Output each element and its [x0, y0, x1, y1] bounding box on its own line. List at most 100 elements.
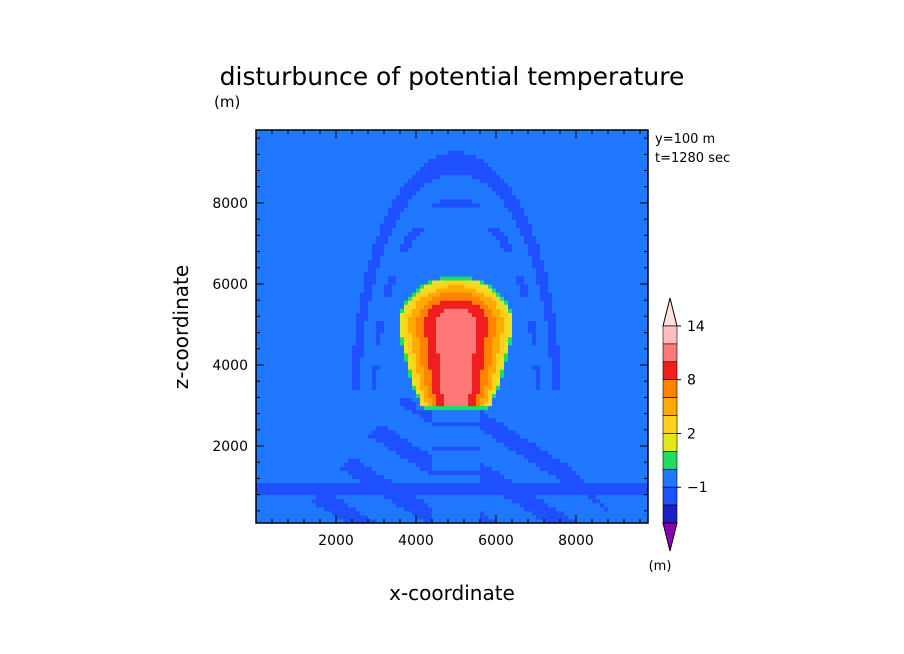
- field-cell: [516, 219, 529, 224]
- field-cell: [532, 227, 648, 232]
- field-cell: [520, 227, 533, 232]
- field-cell: [420, 288, 425, 293]
- field-cell: [492, 397, 648, 403]
- field-cell: [504, 344, 509, 350]
- field-cell: [424, 369, 433, 374]
- x-tick-label: 8000: [558, 533, 594, 549]
- field-cell: [484, 360, 493, 366]
- field-cell: [256, 470, 349, 475]
- field-cell: [256, 223, 381, 228]
- field-cell: [360, 478, 393, 484]
- field-cell: [496, 304, 505, 309]
- field-cell: [404, 235, 417, 240]
- field-cell: [484, 393, 489, 399]
- field-cell: [492, 340, 501, 346]
- field-cell: [352, 377, 361, 382]
- field-cell: [412, 385, 417, 390]
- field-cell: [552, 308, 648, 313]
- field-cell: [496, 364, 501, 370]
- field-cell: [256, 134, 648, 139]
- field-cell: [352, 356, 361, 362]
- field-cell: [420, 352, 429, 358]
- field-cell: [508, 446, 541, 451]
- field-cell: [368, 433, 401, 439]
- field-cell: [372, 251, 385, 257]
- field-cell: [468, 393, 477, 399]
- field-cell: [492, 312, 501, 317]
- field-cell: [380, 364, 409, 370]
- field-cell: [256, 263, 369, 269]
- field-cell: [476, 393, 485, 399]
- field-cell: [516, 450, 549, 455]
- field-cell: [372, 255, 381, 261]
- field-cell: [408, 320, 417, 326]
- field-cell: [372, 466, 421, 471]
- field-cell: [376, 267, 537, 273]
- field-cell: [368, 259, 381, 265]
- field-cell: [508, 352, 549, 358]
- field-cell: [480, 397, 489, 403]
- field-cell: [404, 336, 413, 342]
- field-cell: [436, 316, 477, 322]
- field-cell: [364, 352, 405, 358]
- field-cell: [352, 474, 385, 480]
- field-cell: [412, 312, 421, 317]
- field-cell: [520, 433, 648, 439]
- field-cell: [256, 194, 397, 200]
- field-cell: [360, 373, 373, 378]
- field-cell: [256, 283, 365, 289]
- colorbar-swatch: [662, 468, 678, 488]
- field-cell: [256, 178, 409, 184]
- field-cell: [500, 377, 537, 382]
- field-cell: [488, 283, 493, 289]
- field-cell: [256, 130, 648, 135]
- field-cell: [504, 202, 521, 208]
- field-cell: [504, 178, 648, 184]
- field-cell: [420, 385, 429, 390]
- field-cell: [348, 458, 361, 463]
- x-tick-label: 4000: [398, 533, 434, 549]
- field-cell: [256, 393, 417, 399]
- field-cell: [432, 304, 481, 309]
- field-cell: [408, 316, 417, 322]
- field-cell: [548, 352, 561, 358]
- field-cell: [552, 385, 561, 390]
- field-cell: [256, 356, 353, 362]
- field-cell: [400, 316, 405, 322]
- field-cell: [528, 458, 561, 463]
- field-cell: [396, 194, 413, 200]
- field-cell: [384, 288, 393, 293]
- field-cell: [376, 324, 385, 330]
- field-cell: [376, 332, 381, 338]
- field-cell: [420, 283, 425, 289]
- field-cell: [476, 288, 489, 293]
- field-cell: [256, 344, 353, 350]
- field-cell: [500, 194, 517, 200]
- field-cell: [512, 247, 529, 253]
- field-cell: [376, 340, 381, 346]
- field-cell: [412, 340, 421, 346]
- field-cell: [364, 340, 377, 346]
- field-cell: [368, 263, 381, 269]
- field-cell: [392, 288, 417, 293]
- field-cell: [524, 506, 557, 512]
- field-cell: [256, 174, 413, 180]
- field-cell: [428, 348, 437, 354]
- field-cell: [536, 462, 569, 467]
- field-cell: [256, 275, 365, 281]
- field-cell: [256, 336, 357, 342]
- field-cell: [488, 413, 648, 419]
- field-cell: [392, 478, 481, 484]
- field-cell: [496, 369, 501, 374]
- field-cell: [528, 324, 537, 330]
- colorbar-swatch: [662, 361, 678, 381]
- field-cell: [420, 308, 429, 313]
- field-cell: [256, 271, 365, 277]
- field-cell: [372, 429, 397, 435]
- field-cell: [496, 417, 648, 423]
- field-cell: [516, 275, 525, 281]
- field-cell: [568, 514, 648, 520]
- field-cell: [412, 369, 417, 374]
- field-cell: [528, 288, 541, 293]
- field-cell: [372, 247, 385, 253]
